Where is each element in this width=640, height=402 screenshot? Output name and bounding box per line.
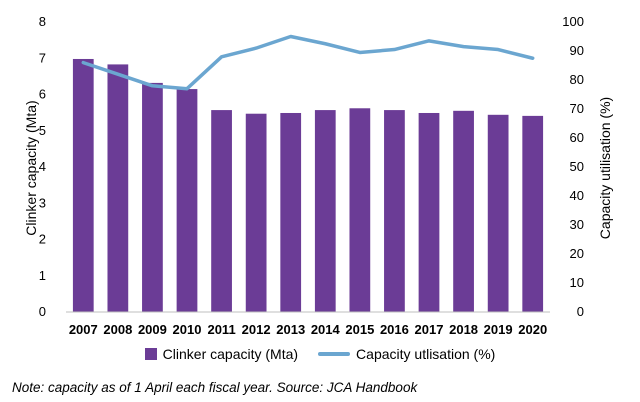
bar-2016: [384, 110, 405, 313]
bar-2018: [453, 110, 474, 312]
line-point-2015: [359, 51, 361, 53]
y-right-tick-label: 80: [570, 72, 584, 87]
bar-2009: [142, 82, 163, 313]
x-tick-label: 2020: [518, 322, 547, 337]
line-point-2010: [186, 88, 188, 90]
y-left-tick-label: 4: [39, 159, 46, 174]
bar-2019: [487, 114, 509, 312]
bar-series: [72, 58, 544, 313]
source-note: Note: capacity as of 1 April each fiscal…: [12, 380, 418, 395]
combo-chart: 2007 2008 2009 2010 2011 2012 2013 2014 2015 2016…: [23, 14, 613, 337]
legend: Clinker capacity (Mta) Capacity utlisati…: [0, 346, 640, 362]
legend-line-swatch: [318, 352, 351, 356]
line-point-2009: [151, 85, 153, 87]
x-tick-label: 2019: [484, 322, 513, 337]
x-tick-label: 2007: [69, 322, 98, 337]
y-axis-right-title: Capacity utilisation (%): [597, 97, 613, 239]
x-tick-label: 2011: [207, 322, 235, 337]
y-left-tick-label: 8: [39, 14, 46, 29]
legend-line-label: Capacity utlisation (%): [356, 346, 496, 362]
y-left-tick-label: 1: [39, 268, 46, 283]
y-axis-left-title: Clinker capacity (Mta): [23, 100, 39, 235]
bar-2015: [349, 108, 371, 313]
bar-2014: [314, 110, 336, 313]
bar-2020: [522, 115, 544, 312]
bar-2011: [211, 110, 232, 313]
y-right-tick-label: 40: [570, 188, 584, 203]
line-point-2007: [82, 62, 84, 64]
bar-2017: [418, 112, 440, 312]
legend-bar-label: Clinker capacity (Mta): [162, 346, 299, 362]
line-point-2008: [117, 73, 119, 75]
legend-bar-swatch: [144, 348, 157, 360]
legend-item-line: Capacity utlisation (%): [318, 346, 495, 362]
x-tick-label: 2012: [242, 322, 271, 337]
line-point-2019: [497, 49, 499, 51]
line-point-2020: [532, 57, 534, 59]
y-axis-right: 0 10 20 30 40 50 60 70 80 90 100: [562, 14, 584, 319]
y-right-tick-label: 10: [570, 275, 584, 290]
y-axis-left: 0 1 2 3 4 5 6 7 8: [39, 14, 46, 319]
y-right-tick-label: 20: [570, 246, 584, 261]
legend-item-bar: Clinker capacity (Mta): [144, 346, 299, 362]
y-right-tick-label: 100: [562, 14, 584, 29]
bar-2012: [245, 113, 267, 313]
bar-2007: [72, 58, 94, 312]
x-axis: 2007 2008 2009 2010 2011 2012 2013 2014 2015 2016…: [66, 311, 550, 337]
line-point-2013: [290, 36, 292, 37]
y-left-tick-label: 3: [39, 195, 46, 210]
x-tick-label: 2016: [380, 322, 409, 337]
x-tick-label: 2008: [103, 322, 132, 337]
x-tick-label: 2018: [449, 322, 478, 337]
y-right-tick-label: 90: [570, 43, 584, 58]
capacity-utilisation-line: [81, 34, 535, 91]
x-tick-label: 2017: [415, 322, 444, 337]
bar-2013: [280, 112, 302, 312]
line-series: [81, 34, 535, 91]
y-right-tick-label: 30: [570, 217, 584, 232]
line-point-2018: [463, 46, 465, 48]
line-point-2012: [255, 47, 257, 49]
line-point-2016: [393, 49, 395, 51]
line-point-2011: [221, 56, 223, 58]
y-left-tick-label: 0: [39, 304, 46, 319]
y-left-tick-label: 2: [39, 232, 46, 247]
x-tick-label: 2009: [138, 322, 167, 337]
line-point-2014: [324, 43, 326, 45]
x-tick-label: 2015: [345, 322, 374, 337]
x-tick-label: 2010: [173, 322, 202, 337]
y-left-tick-label: 6: [39, 87, 46, 102]
y-right-tick-label: 50: [570, 159, 584, 174]
bar-2008: [107, 64, 129, 312]
y-right-tick-label: 0: [577, 304, 584, 319]
y-left-tick-label: 7: [39, 50, 46, 65]
y-left-tick-label: 5: [39, 123, 46, 138]
y-right-tick-label: 70: [570, 101, 584, 116]
y-right-tick-label: 60: [570, 130, 584, 145]
x-tick-label: 2013: [276, 322, 305, 337]
x-tick-label: 2014: [311, 322, 341, 337]
bar-2010: [176, 89, 198, 312]
line-point-2017: [428, 40, 430, 42]
